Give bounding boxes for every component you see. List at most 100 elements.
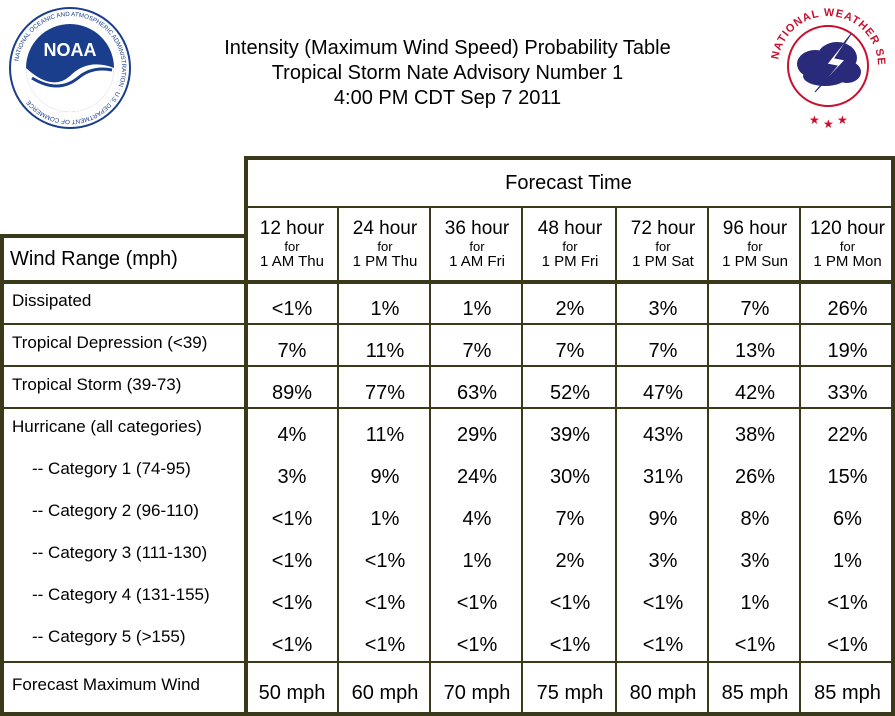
probability-value: 60 mph bbox=[351, 682, 419, 704]
probability-value: <1% bbox=[364, 592, 406, 614]
probability-value: 26% bbox=[827, 298, 868, 320]
probability-value: 7% bbox=[740, 298, 770, 320]
probability-value: <1% bbox=[734, 634, 776, 656]
column-header-hours: 12 hour bbox=[259, 218, 325, 239]
probability-value: 1% bbox=[833, 550, 862, 572]
probability-value: 31% bbox=[642, 466, 684, 488]
column-rule bbox=[521, 206, 523, 714]
wind-range-header: Wind Range (mph) bbox=[10, 248, 178, 270]
column-header-hours: 120 hour bbox=[809, 218, 885, 239]
page-title: Intensity (Maximum Wind Speed) Probabili… bbox=[150, 36, 745, 111]
column-header-for: for bbox=[839, 239, 856, 254]
category-row-label: -- Category 1 (74-95) bbox=[32, 459, 191, 478]
probability-value: 42% bbox=[734, 382, 776, 404]
probability-value: 1% bbox=[370, 508, 400, 530]
probability-value: 9% bbox=[370, 466, 400, 488]
probability-value: <1% bbox=[364, 634, 406, 656]
row-label: Dissipated bbox=[12, 291, 92, 310]
probability-value: 30% bbox=[549, 466, 591, 488]
column-rule bbox=[707, 206, 709, 714]
column-rule bbox=[615, 206, 617, 714]
probability-value: 80 mph bbox=[629, 682, 697, 704]
category-row-label: -- Category 2 (96-110) bbox=[32, 501, 199, 520]
probability-value: 6% bbox=[833, 508, 862, 530]
row-label: Tropical Depression (<39) bbox=[12, 333, 208, 352]
column-header-for: for bbox=[377, 239, 393, 254]
probability-value: 3% bbox=[648, 298, 678, 320]
probability-value: 70 mph bbox=[443, 682, 511, 704]
nws-logo: ★ ★ ★ NATIONAL WEATHER SERVICE bbox=[761, 0, 891, 131]
category-row-label: -- Category 5 (>155) bbox=[32, 627, 186, 646]
probability-value: <1% bbox=[271, 298, 313, 320]
probability-value: <1% bbox=[642, 592, 684, 614]
column-header: 120 hour for 1 PM Mon bbox=[802, 218, 893, 280]
row-rule bbox=[0, 365, 895, 367]
probability-value: 24% bbox=[456, 466, 498, 488]
column-header-time: 1 AM Fri bbox=[449, 253, 505, 270]
probability-value: 11% bbox=[365, 340, 405, 362]
probability-value: 3% bbox=[277, 466, 307, 488]
row-rule bbox=[0, 323, 895, 325]
probability-value: 11% bbox=[365, 424, 405, 446]
probability-value: 1% bbox=[462, 550, 492, 572]
probability-value: 47% bbox=[642, 382, 684, 404]
column-header-time: 1 PM Thu bbox=[352, 253, 418, 270]
column-header-for: for bbox=[747, 239, 763, 254]
probability-value: 52% bbox=[549, 382, 591, 404]
category-row-label: -- Category 3 (111-130) bbox=[32, 543, 208, 562]
column-header-hours: 24 hour bbox=[352, 218, 418, 239]
probability-value: 43% bbox=[642, 424, 684, 446]
column-header: 24 hour for 1 PM Thu bbox=[340, 218, 430, 280]
column-header-time: 1 PM Mon bbox=[813, 253, 882, 270]
table-bottom-rule bbox=[0, 712, 895, 716]
probability-value: 63% bbox=[456, 382, 498, 404]
svg-text:★: ★ bbox=[823, 117, 834, 130]
probability-value: 4% bbox=[277, 424, 307, 446]
column-header-time: 1 PM Sat bbox=[632, 253, 694, 270]
probability-value: 29% bbox=[456, 424, 498, 446]
probability-value: 39% bbox=[549, 424, 591, 446]
probability-value: 19% bbox=[827, 340, 868, 362]
column-header-hours: 48 hour bbox=[537, 218, 603, 239]
column-header: 48 hour for 1 PM Fri bbox=[524, 218, 616, 280]
probability-value: 3% bbox=[740, 550, 770, 572]
column-header-for: for bbox=[469, 239, 485, 254]
forecast-time-header: Forecast Time bbox=[505, 172, 632, 194]
row-rule bbox=[0, 407, 895, 409]
probability-value: 7% bbox=[555, 508, 585, 530]
column-header: 72 hour for 1 PM Sat bbox=[618, 218, 708, 280]
probability-value: 7% bbox=[277, 340, 307, 362]
column-header: 12 hour for 1 AM Thu bbox=[246, 218, 338, 280]
probability-value: 7% bbox=[648, 340, 678, 362]
probability-value: 85 mph bbox=[814, 682, 881, 704]
row-label: Forecast Maximum Wind bbox=[12, 675, 200, 694]
column-header: 36 hour for 1 AM Fri bbox=[432, 218, 522, 280]
title-line-3: 4:00 PM CDT Sep 7 2011 bbox=[333, 87, 562, 109]
column-header-hours: 96 hour bbox=[722, 218, 788, 239]
probability-value: <1% bbox=[642, 634, 684, 656]
probability-value: 50 mph bbox=[258, 682, 326, 704]
probability-value: 77% bbox=[364, 382, 406, 404]
probability-value: 26% bbox=[734, 466, 776, 488]
svg-text:★: ★ bbox=[809, 113, 820, 127]
probability-value: <1% bbox=[456, 634, 498, 656]
probability-value: 15% bbox=[827, 466, 868, 488]
probability-value: 7% bbox=[462, 340, 492, 362]
column-header-for: for bbox=[562, 239, 578, 254]
probability-value: <1% bbox=[271, 550, 313, 572]
column-rule bbox=[799, 206, 801, 714]
probability-value: 9% bbox=[648, 508, 678, 530]
column-header-for: for bbox=[284, 239, 300, 254]
table-top-rule bbox=[244, 156, 895, 160]
probability-value: 13% bbox=[734, 340, 776, 362]
probability-value: 7% bbox=[555, 340, 585, 362]
probability-value: <1% bbox=[271, 508, 313, 530]
column-rule bbox=[429, 206, 431, 714]
wind-range-top-rule bbox=[0, 234, 248, 238]
probability-value: 1% bbox=[370, 298, 400, 320]
table-left-rule bbox=[0, 234, 4, 714]
svg-text:★: ★ bbox=[837, 113, 848, 127]
header-bottom-rule bbox=[0, 280, 895, 284]
column-header-hours: 72 hour bbox=[630, 218, 696, 239]
probability-value: 4% bbox=[462, 508, 492, 530]
